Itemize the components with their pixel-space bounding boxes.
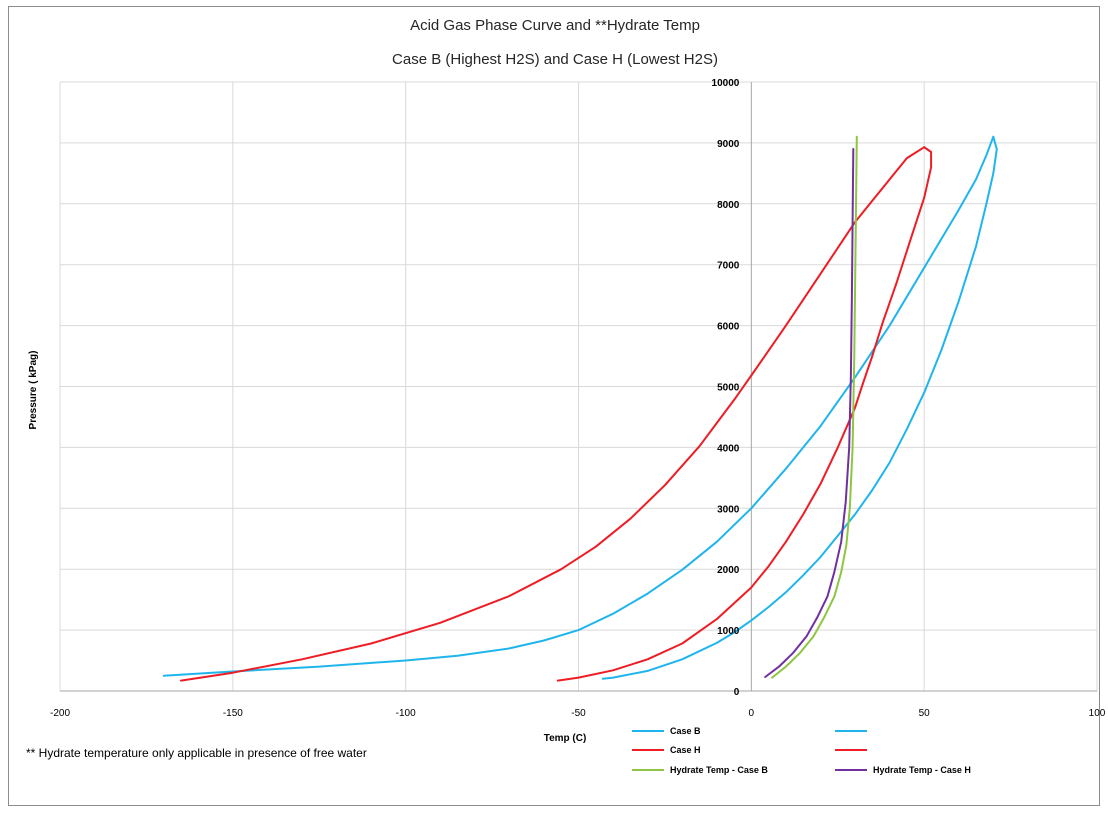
chart-title-line1: Acid Gas Phase Curve and **Hydrate Temp bbox=[410, 17, 700, 34]
x-tick-label: -50 bbox=[571, 708, 586, 719]
chart-title-line2: Case B (Highest H2S) and Case H (Lowest … bbox=[392, 51, 718, 68]
legend: Case B Case H Hydrate Temp - Case B Hydrate… bbox=[632, 726, 971, 775]
legend-label: Case H bbox=[670, 745, 701, 755]
x-tick-label: -200 bbox=[50, 708, 70, 719]
y-tick-label: 5000 bbox=[717, 383, 740, 394]
x-tick-label: 50 bbox=[919, 708, 931, 719]
x-tick-label: -150 bbox=[223, 708, 243, 719]
series-line-6 bbox=[764, 148, 855, 678]
y-tick-label: 6000 bbox=[717, 322, 740, 333]
series-line-4 bbox=[556, 146, 933, 682]
y-tick-label: 0 bbox=[734, 687, 740, 698]
x-tick-label: 0 bbox=[749, 708, 755, 719]
y-tick-label: 4000 bbox=[717, 443, 740, 454]
x-tick-label: -100 bbox=[396, 708, 416, 719]
series-line-1 bbox=[162, 135, 995, 677]
footnote: ** Hydrate temperature only applicable i… bbox=[26, 746, 367, 760]
y-axis-label: Pressure ( kPag) bbox=[28, 351, 39, 430]
legend-label: Case B bbox=[670, 726, 701, 736]
x-axis-label: Temp (C) bbox=[544, 733, 587, 744]
y-tick-label: 9000 bbox=[717, 139, 740, 150]
y-tick-label: 8000 bbox=[717, 200, 740, 211]
series-line-3 bbox=[180, 146, 926, 682]
y-tick-label: 1000 bbox=[717, 626, 740, 637]
x-tick-label: 100 bbox=[1089, 708, 1106, 719]
legend-label: Hydrate Temp - Case H bbox=[873, 765, 971, 775]
series-line-5 bbox=[771, 135, 858, 679]
y-tick-label: 7000 bbox=[717, 261, 740, 272]
legend-label: Hydrate Temp - Case B bbox=[670, 765, 768, 775]
y-tick-label: 2000 bbox=[717, 565, 740, 576]
y-tick-label: 3000 bbox=[717, 504, 740, 515]
y-tick-label: 10000 bbox=[712, 78, 740, 89]
series-line-2 bbox=[601, 135, 998, 680]
